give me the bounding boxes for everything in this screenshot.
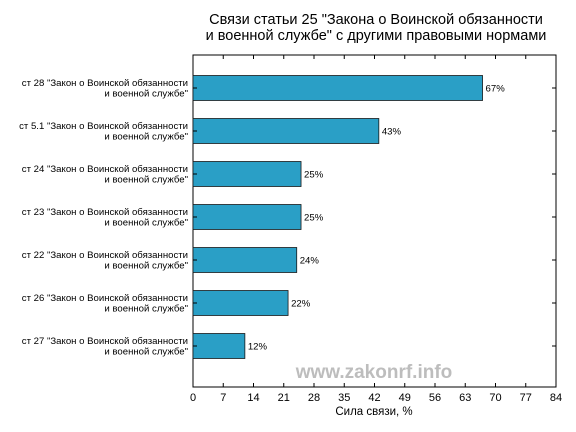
bars: 67% 43% 25% 25% 24% 22% 12% (192, 75, 556, 359)
category-label: ст 27 "Закон о Воинской обязанности (22, 336, 188, 347)
x-tick-label: 28 (308, 392, 320, 404)
category-label: и военной службе" (104, 175, 188, 186)
x-tick-label: 56 (429, 392, 441, 404)
category-label: ст 28 "Закон о Воинской обязанности (22, 78, 188, 89)
x-tick-label: 35 (338, 392, 350, 404)
chart-title-line-1: Связи статьи 25 "Закона о Воинской обяза… (209, 12, 543, 28)
bar (192, 204, 302, 230)
bar-value-label: 25% (304, 170, 324, 181)
category-label: и военной службе" (104, 347, 188, 358)
bar (192, 290, 289, 316)
bar (192, 247, 298, 273)
bar (192, 333, 246, 359)
bar-value-label: 22% (291, 299, 311, 310)
category-label: и военной службе" (104, 261, 188, 272)
x-tick-label: 7 (220, 392, 226, 404)
category-label: и военной службе" (104, 132, 188, 143)
category-label: и военной службе" (104, 304, 188, 315)
category-label: и военной службе" (104, 218, 188, 229)
category-label: ст 24 "Закон о Воинской обязанности (22, 164, 188, 175)
bar-value-label: 67% (486, 84, 506, 95)
category-label: и военной службе" (104, 89, 188, 100)
x-tick-label: 63 (459, 392, 471, 404)
chart-title: Связи статьи 25 "Закона о Воинской обяза… (206, 12, 547, 44)
category-label: ст 22 "Закон о Воинской обязанности (22, 250, 188, 261)
bar-value-label: 24% (300, 256, 320, 267)
bar-value-label: 25% (304, 213, 324, 224)
bar (192, 161, 302, 187)
x-tick-label: 49 (399, 392, 411, 404)
x-tick-label: 70 (489, 392, 501, 404)
x-tick-label: 21 (278, 392, 290, 404)
bar-value-label: 12% (248, 342, 268, 353)
category-label: ст 5.1 "Закон о Воинской обязанности (19, 121, 188, 132)
x-tick-label: 0 (190, 392, 196, 404)
x-tick-label: 84 (550, 392, 562, 404)
x-tick-label: 14 (247, 392, 259, 404)
x-axis-ticks: 0 7 14 21 28 35 42 49 56 63 70 77 84 (190, 55, 562, 404)
x-tick-label: 77 (520, 392, 532, 404)
bar-value-label: 43% (382, 127, 402, 138)
bar (192, 118, 380, 144)
x-axis-label: Сила связи, % (335, 406, 412, 418)
chart-title-line-2: и военной службе" с другими правовыми но… (206, 28, 547, 44)
bar (192, 75, 483, 101)
x-tick-label: 42 (368, 392, 380, 404)
watermark-text: www.zakonrf.info (295, 362, 453, 383)
category-label: ст 26 "Закон о Воинской обязанности (22, 293, 188, 304)
category-label: ст 23 "Закон о Воинской обязанности (22, 207, 188, 218)
